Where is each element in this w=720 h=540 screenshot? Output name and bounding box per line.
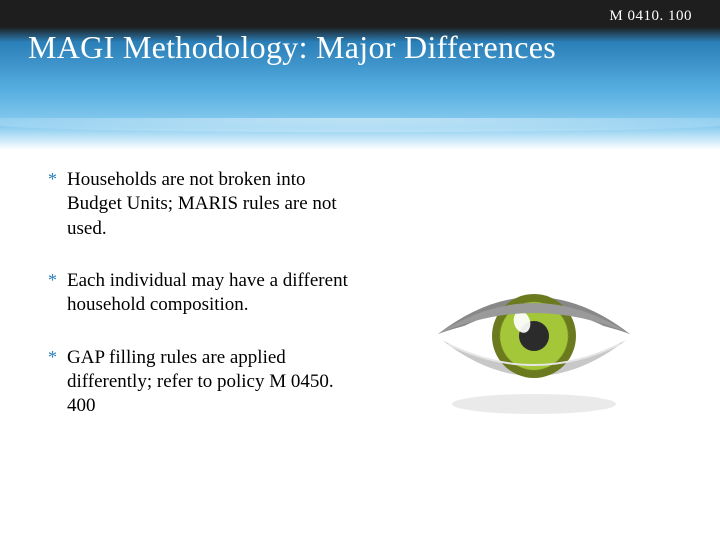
bullet-text: Each individual may have a different hou… [67,269,358,318]
slide-header: M 0410. 100 MAGI Methodology: Major Diff… [0,0,720,150]
slide-title: MAGI Methodology: Major Differences [28,29,700,66]
bullet-list: * Households are not broken into Budget … [48,168,358,447]
eye-icon [424,272,644,422]
bullet-text: Households are not broken into Budget Un… [67,168,358,241]
reference-code: M 0410. 100 [28,8,692,25]
bullet-item: * Households are not broken into Budget … [48,168,358,241]
bullet-marker-icon: * [48,269,57,318]
eye-graphic-container [358,168,690,447]
bullet-marker-icon: * [48,168,57,241]
slide-content: * Households are not broken into Budget … [0,150,720,447]
bullet-text: GAP filling rules are applied differentl… [67,346,358,419]
bullet-marker-icon: * [48,346,57,419]
bullet-item: * Each individual may have a different h… [48,269,358,318]
bullet-item: * GAP filling rules are applied differen… [48,346,358,419]
